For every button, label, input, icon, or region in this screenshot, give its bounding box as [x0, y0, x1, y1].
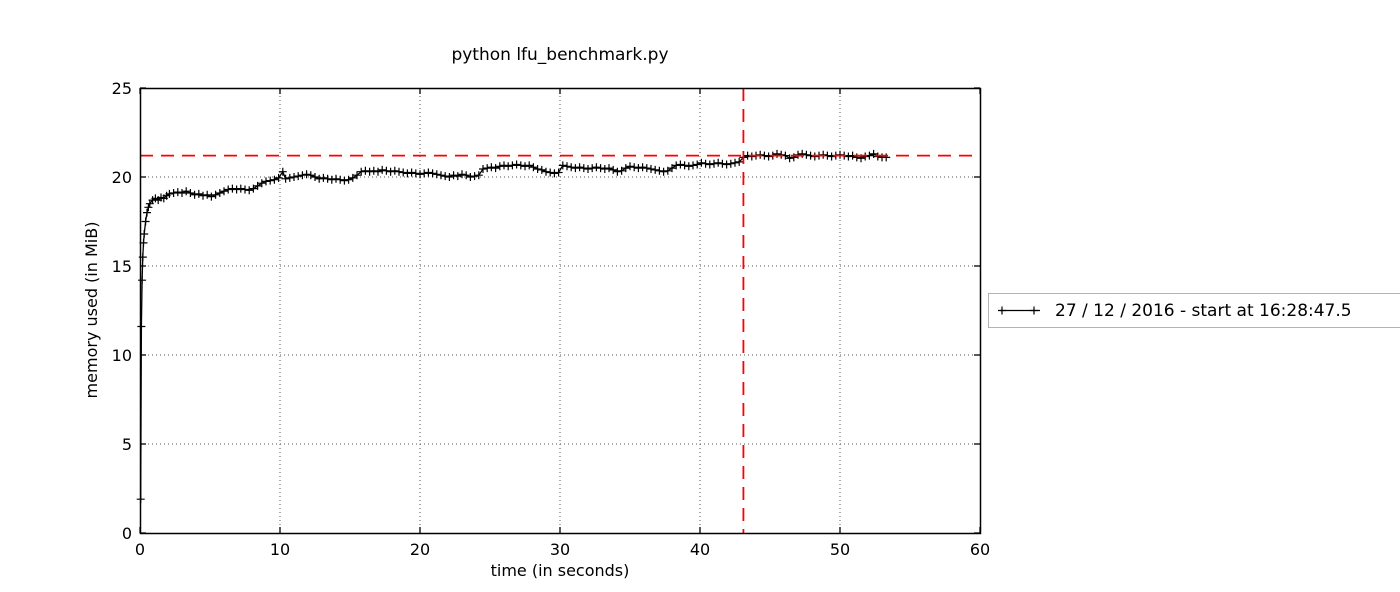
y-tick-label: 10 — [112, 346, 132, 365]
legend: 27 / 12 / 2016 - start at 16:28:47.5 — [988, 293, 1400, 328]
x-tick-label: 50 — [830, 540, 850, 559]
legend-box — [988, 293, 1400, 328]
x-tick-label: 40 — [690, 540, 710, 559]
y-tick-label: 5 — [122, 435, 132, 454]
x-axis-label: time (in seconds) — [491, 561, 630, 580]
legend-label: 27 / 12 / 2016 - start at 16:28:47.5 — [1055, 301, 1352, 321]
annotation-lines — [140, 88, 980, 533]
x-tick-label: 30 — [550, 540, 570, 559]
y-tick-label: 0 — [122, 524, 132, 543]
grid-lines — [140, 88, 980, 533]
y-tick-label: 15 — [112, 257, 132, 276]
y-tick-label: 20 — [112, 168, 132, 187]
chart-title: python lfu_benchmark.py — [451, 45, 668, 65]
x-tick-label: 0 — [135, 540, 145, 559]
x-tick-label: 10 — [270, 540, 290, 559]
axis-ticks — [139, 87, 981, 534]
legend-marker-plus-line-icon — [998, 306, 1040, 315]
x-tick-label: 60 — [970, 540, 990, 559]
series-line — [140, 153, 887, 500]
memory-series — [136, 149, 891, 504]
series-plus-markers — [136, 149, 891, 504]
y-axis-label: memory used (in MiB) — [82, 222, 101, 399]
y-tick-label: 25 — [112, 79, 132, 98]
tick-labels: 0 10 20 30 40 50 60 0 5 10 15 20 25 — [112, 79, 991, 559]
x-tick-label: 20 — [410, 540, 430, 559]
